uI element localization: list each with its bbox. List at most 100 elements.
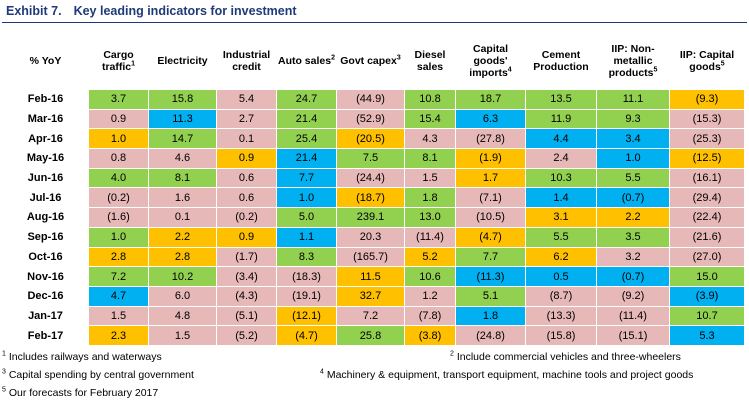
value-cell: 5.4 xyxy=(216,89,277,110)
value-cell: 0.1 xyxy=(216,128,277,150)
header-footnote-marker: 2 xyxy=(331,54,335,62)
value-cell: 3.7 xyxy=(88,89,149,110)
value-cell: (0.2) xyxy=(216,207,277,228)
value-cell: 10.6 xyxy=(404,266,456,287)
header-text: Industrial credit xyxy=(222,48,271,73)
header-text: Capital goods' imports xyxy=(469,42,508,80)
value-cell: 7.7 xyxy=(455,246,526,268)
value-cell: (24.8) xyxy=(455,325,526,346)
header-cell-5: Govt capex3 xyxy=(336,32,405,90)
footnote-5: 5 Our forecasts for February 2017 xyxy=(2,386,159,400)
value-cell: (25.3) xyxy=(669,128,745,150)
header-text: Govt capex xyxy=(340,54,397,67)
value-cell: (15.1) xyxy=(596,325,670,346)
value-cell: (13.3) xyxy=(525,305,597,327)
value-cell: 4.6 xyxy=(148,148,217,169)
value-cell: 32.7 xyxy=(336,285,405,307)
value-cell: 13.0 xyxy=(404,207,456,228)
row-label: Feb-17 xyxy=(2,325,89,346)
value-cell: 10.3 xyxy=(525,167,597,189)
header-text: IIP: Capital goods xyxy=(679,48,735,73)
value-cell: 4.0 xyxy=(88,167,149,189)
value-cell: 0.9 xyxy=(216,148,277,169)
value-cell: (27.0) xyxy=(669,246,745,268)
value-cell: (18.7) xyxy=(336,187,405,209)
row-label: Aug-16 xyxy=(2,207,89,228)
value-cell: 5.3 xyxy=(669,325,745,346)
value-cell: 2.7 xyxy=(216,108,277,130)
value-cell: 21.4 xyxy=(276,148,337,169)
value-cell: 5.2 xyxy=(404,246,456,268)
value-cell: (3.9) xyxy=(669,285,745,307)
value-cell: 21.4 xyxy=(276,108,337,130)
value-cell: (1.7) xyxy=(216,246,277,268)
header-cell-7: Capital goods' imports4 xyxy=(455,32,526,90)
table-row: Feb-16 3.7 15.8 5.4 24.7 (44.9) 10.8 18.7 13.5 11… xyxy=(2,89,745,110)
value-cell: 1.6 xyxy=(148,187,217,209)
value-cell: 25.4 xyxy=(276,128,337,150)
value-cell: 1.0 xyxy=(276,187,337,209)
value-cell: 13.5 xyxy=(525,89,597,110)
value-cell: 6.3 xyxy=(455,108,526,130)
header-footnote-marker: 5 xyxy=(720,60,725,68)
value-cell: 4.8 xyxy=(148,305,217,327)
value-cell: (11.4) xyxy=(404,226,456,248)
value-cell: 20.3 xyxy=(336,226,405,248)
value-cell: 0.5 xyxy=(525,266,597,287)
value-cell: (3.8) xyxy=(404,325,456,346)
value-cell: 14.7 xyxy=(148,128,217,150)
value-cell: (15.8) xyxy=(525,325,597,346)
footnote-2: 2 Include commercial vehicles and three-… xyxy=(450,350,681,364)
value-cell: 11.5 xyxy=(336,266,405,287)
value-cell: (5.1) xyxy=(216,305,277,327)
value-cell: 15.0 xyxy=(669,266,745,287)
value-cell: 0.6 xyxy=(216,167,277,189)
value-cell: 15.4 xyxy=(404,108,456,130)
table-header-row: % YoY Cargo traffic1 Electricity Industrial… xyxy=(2,32,745,90)
header-text: Cement Production xyxy=(533,48,589,73)
header-cell-0: % YoY xyxy=(2,32,89,90)
value-cell: 0.8 xyxy=(88,148,149,169)
footnote-1: 1 Includes railways and waterways xyxy=(2,350,162,364)
table-row: Mar-16 0.9 11.3 2.7 21.4 (52.9) 15.4 6.3 11.9 9.3… xyxy=(2,108,745,130)
value-cell: 11.9 xyxy=(525,108,597,130)
value-cell: 3.4 xyxy=(596,128,670,150)
value-cell: 3.1 xyxy=(525,207,597,228)
value-cell: (21.6) xyxy=(669,226,745,248)
row-label: May-16 xyxy=(2,148,89,169)
value-cell: 1.8 xyxy=(455,305,526,327)
value-cell: 15.8 xyxy=(148,89,217,110)
table-row: Dec-16 4.7 6.0 (4.3) (19.1) 32.7 1.2 5.1 (8.7) (9… xyxy=(2,285,745,307)
value-cell: 24.7 xyxy=(276,89,337,110)
header-footnote-marker: 5 xyxy=(653,66,658,74)
header-text: Electricity xyxy=(157,54,208,67)
value-cell: (4.3) xyxy=(216,285,277,307)
value-cell: (22.4) xyxy=(669,207,745,228)
row-label: Nov-16 xyxy=(2,266,89,287)
value-cell: 7.2 xyxy=(336,305,405,327)
value-cell: 10.7 xyxy=(669,305,745,327)
value-cell: (0.2) xyxy=(88,187,149,209)
value-cell: 1.4 xyxy=(525,187,597,209)
value-cell: (8.7) xyxy=(525,285,597,307)
row-label: Jul-16 xyxy=(2,187,89,209)
value-cell: 25.8 xyxy=(336,325,405,346)
value-cell: 2.2 xyxy=(596,207,670,228)
value-cell: 10.2 xyxy=(148,266,217,287)
value-cell: (7.1) xyxy=(455,187,526,209)
value-cell: 11.1 xyxy=(596,89,670,110)
value-cell: (9.3) xyxy=(669,89,745,110)
table-row: Sep-16 1.0 2.2 0.9 1.1 20.3 (11.4) (4.7) 5.5 3.5(… xyxy=(2,226,745,248)
row-label: Oct-16 xyxy=(2,246,89,268)
value-cell: 3.2 xyxy=(596,246,670,268)
value-cell: 6.2 xyxy=(525,246,597,268)
header-cell-3: Industrial credit xyxy=(216,32,277,90)
header-cell-1: Cargo traffic1 xyxy=(88,32,149,90)
value-cell: (5.2) xyxy=(216,325,277,346)
table-row: Jun-16 4.0 8.1 0.6 7.7 (24.4) 1.5 1.7 10.3 5.5 (16… xyxy=(2,167,745,189)
value-cell: (11.4) xyxy=(596,305,670,327)
value-cell: 11.3 xyxy=(148,108,217,130)
row-label: Mar-16 xyxy=(2,108,89,130)
value-cell: 2.3 xyxy=(88,325,149,346)
value-cell: (7.8) xyxy=(404,305,456,327)
